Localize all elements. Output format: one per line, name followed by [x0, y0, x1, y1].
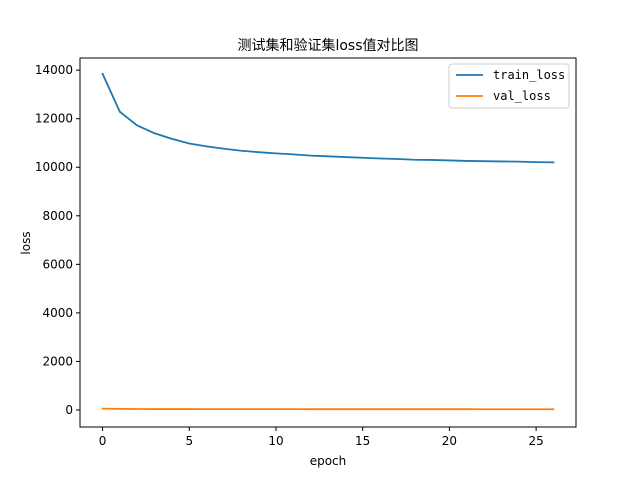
legend-label-train-loss: train_loss	[493, 68, 565, 82]
y-tick-label: 8000	[42, 209, 73, 223]
series-line-train-loss	[101, 72, 555, 164]
y-tick-label: 12000	[35, 112, 73, 126]
y-tick-label: 2000	[42, 354, 73, 368]
x-tick-label: 15	[355, 434, 370, 448]
x-tick-label: 10	[268, 434, 283, 448]
legend-label-val-loss: val_loss	[493, 89, 551, 103]
x-tick-label: 5	[185, 434, 193, 448]
chart-title: 测试集和验证集loss值对比图	[237, 37, 418, 54]
y-tick-label: 4000	[42, 306, 73, 320]
y-tick-label: 14000	[35, 63, 73, 77]
x-axis-title: epoch	[310, 454, 347, 468]
x-tick-label: 20	[442, 434, 457, 448]
y-tick-label: 10000	[35, 160, 73, 174]
legend: train_loss val_loss	[448, 63, 570, 109]
y-tick-label: 6000	[42, 257, 73, 271]
y-tick-label: 0	[65, 403, 73, 417]
series-line-val-loss	[101, 407, 555, 411]
y-axis-title: loss	[19, 231, 33, 254]
x-tick-label: 0	[99, 434, 107, 448]
plot-frame	[79, 57, 577, 428]
plot-area: 0 5 10 15 20 25 0 2000 4000 6000 8000 10000 12000 140…	[35, 57, 577, 448]
x-tick-label: 25	[528, 434, 543, 448]
